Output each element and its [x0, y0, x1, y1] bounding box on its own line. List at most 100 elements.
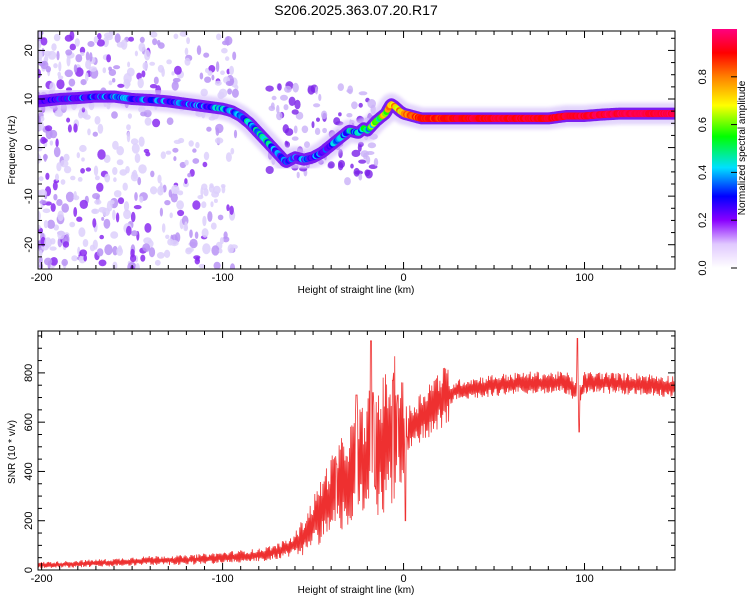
heatmap-blob — [358, 91, 368, 96]
heatmap-blob — [73, 64, 78, 73]
heatmap-blob — [102, 67, 107, 74]
heatmap-blob — [97, 149, 106, 160]
colorbar-tick-label: 0.8 — [697, 69, 709, 84]
heatmap-blob — [108, 80, 113, 86]
x-tick-label: -200 — [31, 272, 53, 284]
heatmap-blob — [350, 163, 354, 169]
heatmap-blob — [184, 47, 189, 56]
heatmap-blob — [229, 205, 234, 215]
heatmap-blob — [135, 263, 140, 269]
snr-ticks: -200 -100 0 100 0 200 400 600 800 — [23, 331, 676, 585]
heatmap-blob — [67, 124, 72, 133]
heatmap-blob — [140, 111, 147, 117]
heatmap-blob — [360, 150, 370, 158]
heatmap-blob — [149, 84, 158, 89]
heatmap-blob — [94, 175, 100, 181]
heatmap-blob — [358, 159, 367, 164]
heatmap-blob — [65, 49, 73, 56]
heatmap-blob — [92, 208, 97, 214]
heatmap-blob — [230, 263, 235, 269]
heatmap-blob — [318, 93, 322, 102]
snr-panel: -200 -100 0 100 0 200 400 600 800 Height of stra… — [7, 330, 676, 596]
heatmap-blob — [69, 31, 75, 41]
heatmap-blob — [284, 85, 292, 93]
heatmap-blob — [38, 115, 41, 125]
heatmap-blob — [265, 166, 274, 174]
heatmap-blob — [138, 136, 145, 147]
heatmap-blob — [61, 203, 69, 213]
heatmap-blob — [43, 153, 47, 162]
heatmap-blob — [80, 52, 85, 56]
heatmap-blob — [197, 195, 204, 200]
heatmap-blob — [38, 31, 42, 39]
heatmap-blob — [113, 65, 121, 70]
heatmap-blob — [161, 67, 165, 77]
heatmap-blob — [172, 147, 179, 153]
heatmap-blob — [225, 80, 234, 86]
heatmap-blob — [54, 110, 63, 117]
heatmap-blob — [43, 220, 49, 229]
heatmap-blob — [85, 72, 89, 82]
heatmap-blob — [96, 248, 104, 257]
heatmap-blob — [83, 254, 87, 262]
heatmap-blob — [156, 252, 165, 259]
heatmap-blob — [73, 191, 77, 200]
heatmap-blob — [123, 201, 130, 212]
heatmap-blob — [45, 128, 53, 140]
heatmap-blob — [229, 65, 234, 75]
snr-x-label: Height of straight line (km) — [298, 585, 415, 596]
heatmap-blob — [44, 257, 53, 266]
heatmap-blob — [38, 249, 43, 257]
heatmap-blob — [315, 86, 318, 95]
heatmap-blob — [80, 79, 87, 86]
heatmap-blob — [316, 117, 320, 122]
snr-y-label: SNR (10 * v/v) — [7, 420, 18, 484]
heatmap-blob — [276, 105, 280, 114]
heatmap-blob — [365, 155, 371, 165]
heatmap-blob — [166, 59, 172, 65]
heatmap-blob — [58, 61, 62, 72]
heatmap-blob — [140, 254, 146, 262]
heatmap-blob — [321, 110, 328, 120]
heatmap-blob — [53, 224, 59, 231]
heatmap-blob — [184, 221, 188, 231]
heatmap-blob — [153, 76, 159, 85]
heatmap-blob — [367, 142, 377, 149]
heatmap-blob — [64, 69, 74, 78]
heatmap-blob — [357, 143, 362, 152]
heatmap-blob — [66, 117, 71, 123]
heatmap-blob — [207, 70, 213, 76]
y-tick-label: 10 — [23, 93, 35, 105]
heatmap-blob — [69, 43, 77, 51]
heatmap-blob — [170, 192, 178, 203]
heatmap-blob — [57, 71, 61, 77]
heatmap-blob — [176, 200, 185, 210]
heatmap-blob — [97, 33, 102, 40]
heatmap-blob — [56, 50, 60, 61]
heatmap-blob — [82, 239, 89, 247]
heatmap-blob — [42, 208, 51, 214]
heatmap-blob — [66, 55, 71, 67]
heatmap-blob — [70, 175, 76, 181]
heatmap-blob — [221, 47, 228, 54]
heatmap-blob — [174, 65, 182, 75]
heatmap-blob — [186, 37, 191, 45]
heatmap-blob — [38, 68, 41, 79]
heatmap-blob — [284, 140, 289, 147]
heatmap-blob — [213, 185, 221, 195]
heatmap-blob — [165, 234, 170, 239]
heatmap-blob — [56, 199, 63, 206]
heatmap-blob — [110, 231, 119, 239]
heatmap-blob — [144, 117, 152, 126]
heatmap-blob — [92, 131, 99, 137]
heatmap-blob — [225, 152, 232, 163]
heatmap-blob — [213, 261, 221, 269]
x-tick-label: 100 — [575, 573, 593, 585]
heatmap-blob — [313, 103, 321, 108]
heatmap-blob — [98, 259, 107, 267]
heatmap-blob — [139, 36, 145, 44]
heatmap-blob — [177, 209, 185, 217]
heatmap-blob — [333, 117, 341, 126]
